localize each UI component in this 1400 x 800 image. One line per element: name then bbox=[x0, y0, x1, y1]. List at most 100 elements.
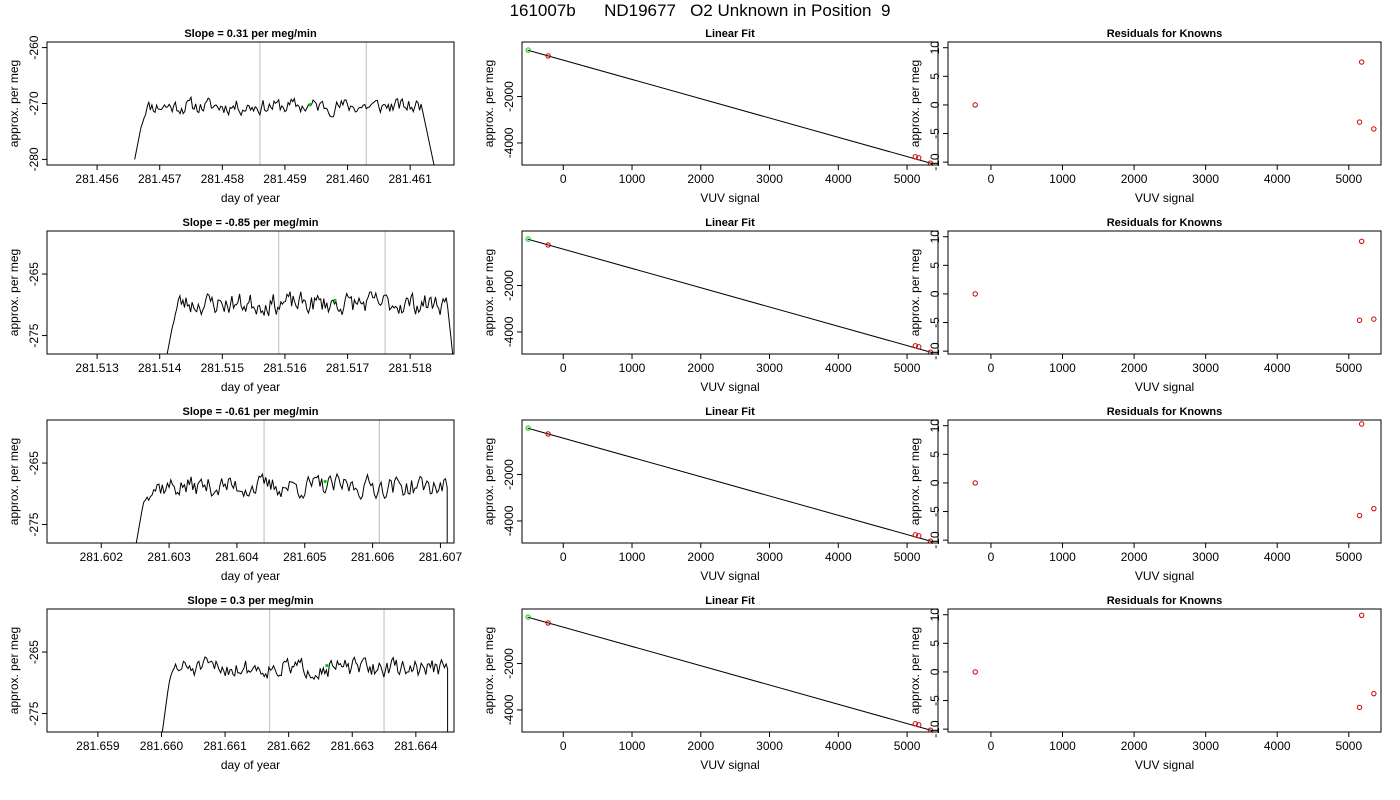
panel-title: Residuals for Knowns bbox=[1107, 595, 1223, 607]
y-axis-label: approx. per meg bbox=[908, 627, 922, 714]
plot-frame bbox=[947, 41, 1382, 166]
panel-3-3: Residuals for Knowns 0 1000 2000 3000 4000 500… bbox=[908, 406, 1382, 583]
y-tick-label: -4000 bbox=[502, 316, 516, 347]
x-axis-label: day of year bbox=[221, 569, 280, 583]
x-tick-label: 4000 bbox=[825, 172, 852, 186]
x-tick-label: 0 bbox=[988, 550, 995, 564]
x-axis-label: VUV signal bbox=[1135, 758, 1194, 772]
figure-title: 161007b ND19677 O2 Unknown in Position 9 bbox=[509, 1, 891, 20]
x-axis-label: day of year bbox=[221, 191, 280, 205]
x-tick-label: 281.606 bbox=[351, 550, 395, 564]
fit-line bbox=[527, 616, 931, 731]
panel-title: Slope = 0.3 per meg/min bbox=[187, 595, 314, 607]
plot-frame bbox=[46, 41, 455, 166]
x-tick-label: 0 bbox=[988, 361, 995, 375]
x-tick-label: 281.602 bbox=[80, 550, 124, 564]
panel-title: Linear Fit bbox=[705, 595, 755, 607]
x-tick-label: 4000 bbox=[1264, 550, 1291, 564]
unknown-point bbox=[525, 614, 531, 620]
x-tick-label: 3000 bbox=[756, 739, 783, 753]
x-axis-label: VUV signal bbox=[700, 380, 759, 394]
x-tick-label: 5000 bbox=[894, 172, 921, 186]
panel-1-3: Residuals for Knowns 0 1000 2000 3000 4000 500… bbox=[908, 28, 1382, 205]
x-tick-label: 1000 bbox=[619, 739, 646, 753]
unknown-point bbox=[525, 425, 531, 431]
x-tick-label: 2000 bbox=[1121, 361, 1148, 375]
x-tick-label: 4000 bbox=[825, 361, 852, 375]
panel-4-1: Slope = 0.3 per meg/min 281.659 281.660 281… bbox=[7, 595, 455, 772]
y-tick-label: -275 bbox=[27, 512, 41, 536]
residual-point bbox=[1356, 704, 1363, 711]
y-tick-label: -270 bbox=[27, 91, 41, 115]
unknown-point bbox=[323, 479, 327, 484]
residual-point bbox=[1371, 690, 1377, 697]
x-tick-label: 281.460 bbox=[326, 172, 370, 186]
x-axis-label: VUV signal bbox=[700, 569, 759, 583]
plot-area bbox=[134, 42, 435, 165]
known-point bbox=[916, 155, 922, 161]
signal-trace bbox=[166, 291, 454, 354]
x-axis-label: VUV signal bbox=[1135, 191, 1194, 205]
x-tick-label: 1000 bbox=[1049, 172, 1076, 186]
residual-point bbox=[972, 669, 978, 675]
x-tick-label: 0 bbox=[560, 172, 567, 186]
y-tick-label: -4000 bbox=[502, 505, 516, 536]
panel-3-1: Slope = -0.61 per meg/min 281.602 281.603 2… bbox=[7, 406, 462, 583]
panel-title: Linear Fit bbox=[705, 406, 755, 418]
y-tick-label: -10 bbox=[928, 153, 942, 171]
x-tick-label: 4000 bbox=[1264, 361, 1291, 375]
known-point bbox=[545, 620, 551, 626]
x-tick-label: 1000 bbox=[1049, 739, 1076, 753]
x-tick-label: 281.458 bbox=[201, 172, 245, 186]
panel-2-1: Slope = -0.85 per meg/min 281.513 281.514 2… bbox=[7, 217, 455, 394]
plot-area bbox=[166, 231, 454, 354]
x-tick-label: 281.457 bbox=[138, 172, 182, 186]
residual-point bbox=[1371, 505, 1377, 512]
plot-frame bbox=[46, 230, 455, 355]
y-tick-label: 5 bbox=[928, 451, 942, 458]
residual-point bbox=[972, 102, 978, 108]
y-tick-label: 5 bbox=[928, 73, 942, 80]
panel-title: Residuals for Knowns bbox=[1107, 28, 1223, 40]
y-tick-label: 0 bbox=[928, 290, 942, 297]
signal-trace bbox=[161, 656, 449, 732]
known-point bbox=[916, 722, 922, 728]
known-point bbox=[916, 533, 922, 539]
y-tick-label: -5 bbox=[928, 506, 942, 517]
plot-area bbox=[525, 236, 934, 354]
known-point bbox=[912, 532, 919, 538]
unknown-point bbox=[325, 663, 329, 668]
panel-title: Slope = 0.31 per meg/min bbox=[184, 28, 317, 40]
x-tick-label: 5000 bbox=[894, 550, 921, 564]
x-tick-label: 5000 bbox=[1335, 739, 1362, 753]
known-point bbox=[912, 343, 919, 349]
x-tick-label: 1000 bbox=[619, 172, 646, 186]
y-axis-label: approx. per meg bbox=[908, 249, 922, 336]
x-tick-label: 0 bbox=[560, 361, 567, 375]
x-tick-label: 281.461 bbox=[388, 172, 432, 186]
x-tick-label: 1000 bbox=[1049, 361, 1076, 375]
panel-title: Slope = -0.85 per meg/min bbox=[182, 217, 318, 229]
known-point bbox=[545, 53, 551, 59]
plot-frame bbox=[46, 419, 455, 544]
fit-line bbox=[527, 238, 931, 353]
y-tick-label: -10 bbox=[928, 531, 942, 549]
residual-point bbox=[1358, 59, 1365, 65]
known-point bbox=[927, 349, 934, 354]
x-tick-label: 281.664 bbox=[394, 739, 438, 753]
y-axis-label: approx. per meg bbox=[482, 438, 496, 525]
panel-title: Linear Fit bbox=[705, 217, 755, 229]
plot-area bbox=[135, 420, 448, 543]
y-tick-label: -265 bbox=[27, 640, 41, 664]
x-tick-label: 1000 bbox=[619, 550, 646, 564]
unknown-point bbox=[525, 47, 531, 53]
y-axis-label: approx. per meg bbox=[482, 249, 496, 336]
fit-line bbox=[527, 49, 931, 164]
y-tick-label: -2000 bbox=[502, 270, 516, 301]
y-tick-label: -5 bbox=[928, 128, 942, 139]
x-tick-label: 4000 bbox=[825, 739, 852, 753]
y-tick-label: -4000 bbox=[502, 694, 516, 725]
y-axis-label: approx. per meg bbox=[482, 627, 496, 714]
y-tick-label: -265 bbox=[27, 451, 41, 475]
